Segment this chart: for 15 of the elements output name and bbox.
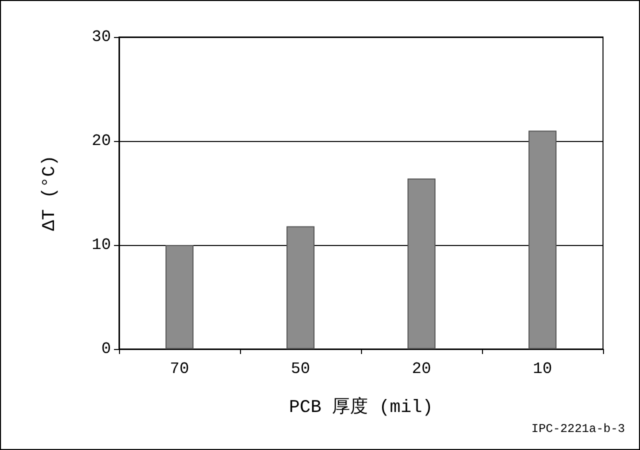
bar bbox=[408, 178, 436, 349]
text: IPC-2221a-b-3 bbox=[531, 422, 626, 436]
y-tick-label: 20 bbox=[92, 132, 111, 150]
y-tick-label: 30 bbox=[92, 28, 111, 46]
x-tick-label: 20 bbox=[412, 360, 432, 378]
y-axis-title: ΔT (°C) bbox=[40, 155, 60, 231]
bar bbox=[286, 226, 314, 349]
x-tick-label: 50 bbox=[290, 360, 310, 378]
x-tick-label: 70 bbox=[170, 360, 190, 378]
bar bbox=[528, 130, 556, 349]
y-tick-label: 0 bbox=[101, 340, 111, 358]
bar bbox=[166, 245, 194, 349]
x-tick-label: 10 bbox=[532, 360, 552, 378]
y-tick-label: 10 bbox=[92, 236, 111, 254]
x-axis-title: PCB 厚度 (mil) bbox=[288, 396, 434, 418]
